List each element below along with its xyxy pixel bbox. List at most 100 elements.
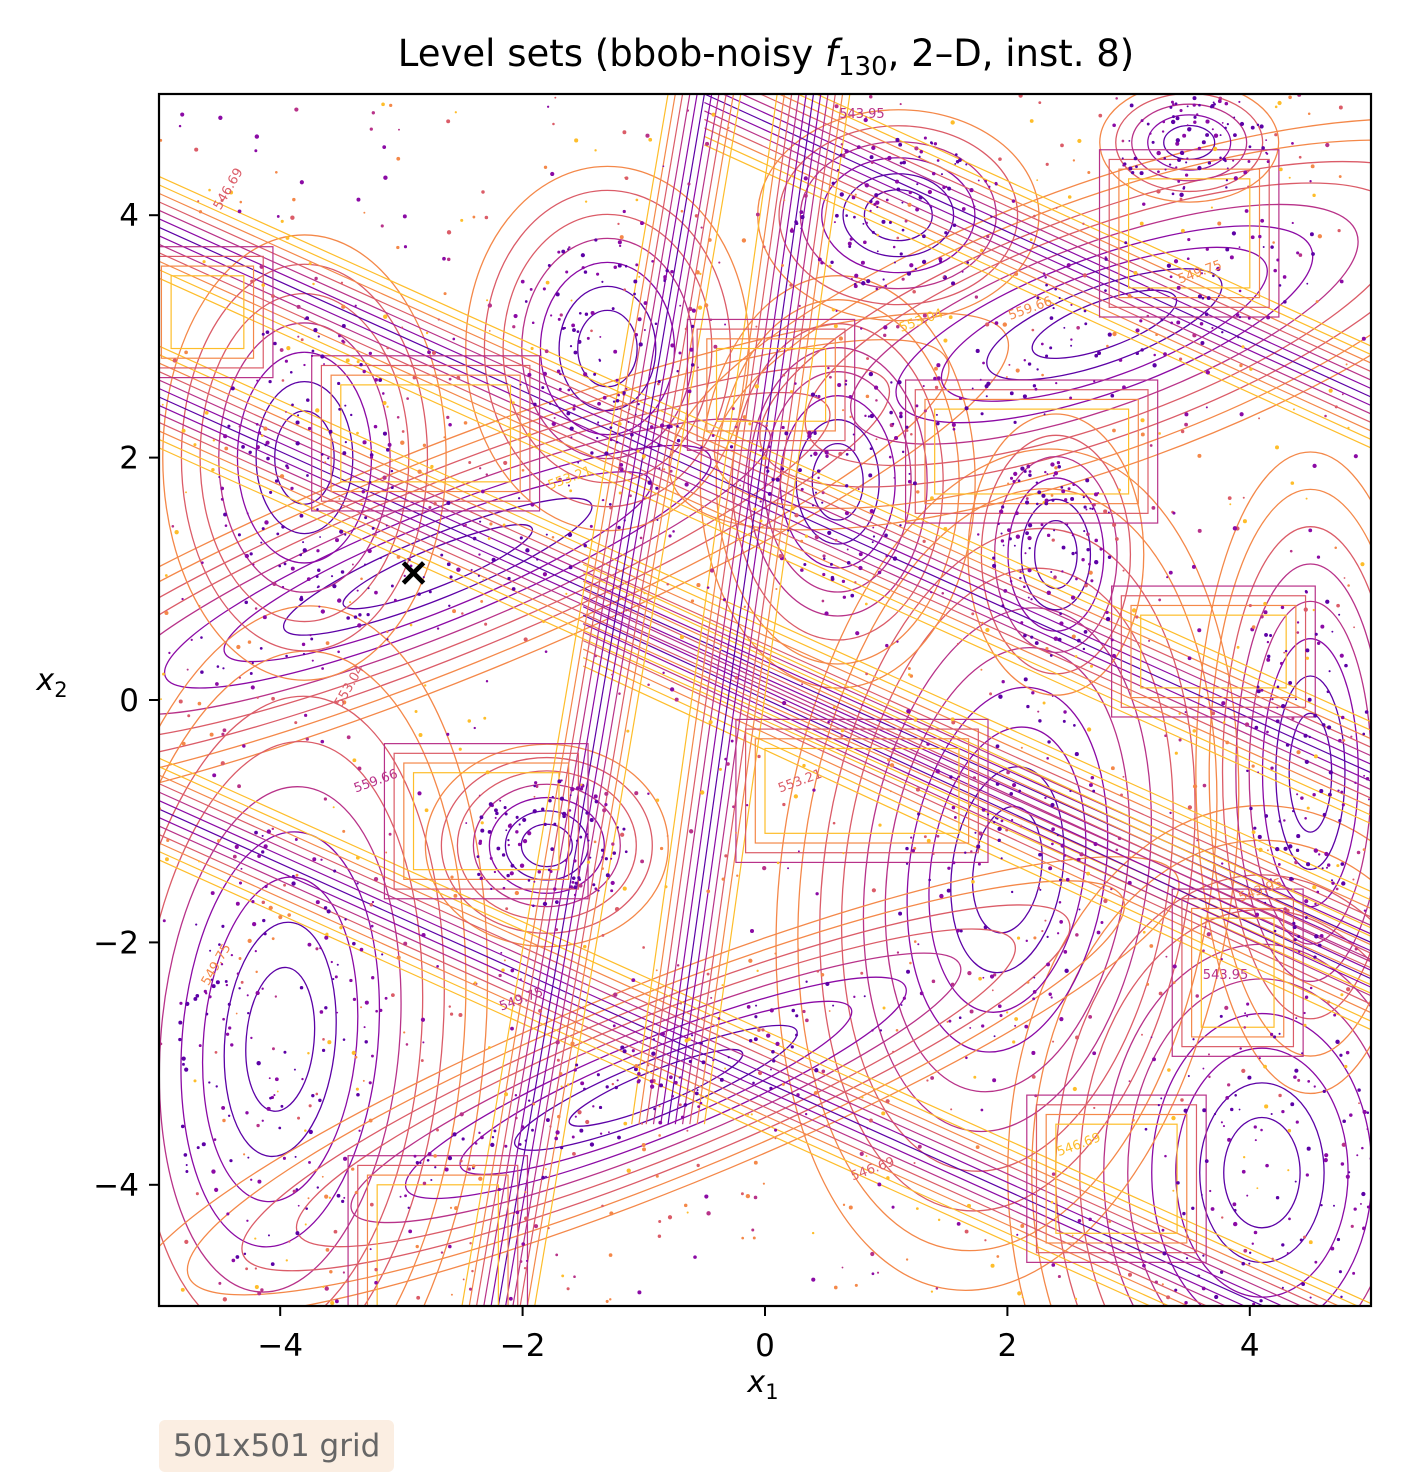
noise-dot bbox=[201, 561, 204, 565]
noise-dot bbox=[225, 983, 229, 987]
valley-contour bbox=[159, 243, 1371, 791]
noise-dot bbox=[969, 188, 974, 193]
noise-dot bbox=[711, 112, 716, 117]
noise-dot bbox=[944, 231, 948, 235]
noise-dot bbox=[555, 1130, 560, 1135]
noise-dot bbox=[1031, 1074, 1036, 1079]
noise-dot bbox=[1305, 1173, 1309, 1177]
noise-dot bbox=[732, 805, 735, 809]
ridge-contour bbox=[512, 94, 720, 1306]
noise-dot bbox=[363, 1026, 366, 1029]
noise-dot bbox=[168, 651, 171, 655]
noise-dot bbox=[307, 426, 312, 431]
noise-dot bbox=[507, 843, 510, 847]
noise-dot bbox=[635, 198, 639, 202]
contour-ring bbox=[163, 444, 712, 689]
noise-dot bbox=[950, 120, 955, 125]
noise-dot bbox=[271, 294, 275, 298]
noise-dot bbox=[1053, 529, 1056, 532]
noise-dot bbox=[939, 893, 944, 899]
noise-dot bbox=[569, 489, 573, 493]
noise-dot bbox=[1175, 141, 1180, 146]
noise-dot bbox=[634, 333, 639, 337]
noise-dot bbox=[544, 1168, 547, 1170]
noise-dot bbox=[255, 970, 258, 974]
noise-dot bbox=[1160, 318, 1164, 322]
noise-dot bbox=[997, 826, 1002, 832]
noise-dot bbox=[825, 454, 829, 458]
noise-dot bbox=[1266, 730, 1269, 734]
noise-dot bbox=[775, 1041, 780, 1046]
noise-dot bbox=[923, 835, 927, 839]
noise-dot bbox=[907, 202, 912, 207]
noise-dot bbox=[1312, 463, 1317, 469]
noise-dot bbox=[386, 630, 389, 634]
noise-dot bbox=[1274, 105, 1278, 109]
contour-level-label: 543.95 bbox=[839, 107, 885, 122]
noise-dot bbox=[604, 857, 608, 861]
noise-dot bbox=[1084, 583, 1088, 588]
noise-dot bbox=[382, 392, 385, 395]
noise-dot bbox=[341, 1199, 345, 1203]
noise-dot bbox=[1083, 630, 1088, 634]
noise-dot bbox=[1319, 789, 1324, 794]
noise-dot bbox=[838, 336, 844, 341]
noise-dot bbox=[543, 165, 548, 169]
noise-dot bbox=[1296, 621, 1300, 624]
noise-dot bbox=[845, 453, 849, 456]
noise-dot bbox=[403, 574, 406, 577]
noise-dot bbox=[319, 1010, 324, 1014]
noise-dot bbox=[458, 1013, 463, 1017]
noise-dot bbox=[1278, 167, 1283, 172]
noise-dot bbox=[807, 433, 812, 439]
noise-dot bbox=[1030, 635, 1034, 639]
noise-dot bbox=[477, 872, 481, 877]
noise-dot bbox=[942, 185, 946, 190]
noise-dot bbox=[1151, 140, 1155, 144]
noise-dot bbox=[745, 804, 749, 807]
noise-dot bbox=[794, 220, 798, 224]
noise-dot bbox=[223, 434, 228, 439]
noise-dot bbox=[1296, 793, 1299, 796]
noise-dot bbox=[542, 287, 546, 291]
noise-dot bbox=[566, 1287, 570, 1291]
valley-contour bbox=[704, 144, 1371, 449]
noise-dot bbox=[985, 627, 990, 633]
noise-dot bbox=[390, 469, 394, 473]
noise-dot bbox=[1221, 701, 1226, 706]
noise-dot bbox=[813, 451, 818, 456]
noise-dot bbox=[533, 1224, 539, 1229]
noise-dot bbox=[1241, 1068, 1246, 1073]
noise-dot bbox=[1037, 886, 1041, 890]
noise-dot bbox=[812, 788, 816, 792]
noise-dot bbox=[414, 710, 418, 714]
noise-dot bbox=[383, 314, 388, 319]
noise-dot bbox=[1328, 670, 1331, 673]
noise-dot bbox=[354, 1190, 358, 1195]
noise-dot bbox=[1295, 848, 1300, 853]
noise-dot bbox=[667, 1215, 673, 1220]
noise-dot bbox=[164, 857, 169, 862]
noise-dot bbox=[356, 360, 360, 364]
noise-dot bbox=[1146, 982, 1150, 986]
noise-dot bbox=[601, 1204, 604, 1208]
noise-dot bbox=[1260, 1128, 1263, 1132]
noise-dot bbox=[476, 855, 480, 859]
noise-dot bbox=[1034, 1094, 1038, 1098]
noise-dot bbox=[295, 1231, 300, 1236]
noise-dot bbox=[757, 1070, 763, 1076]
noise-dot bbox=[1082, 273, 1087, 278]
noise-dot bbox=[308, 1129, 313, 1135]
noise-dot bbox=[800, 215, 805, 220]
noise-dot bbox=[1060, 843, 1065, 848]
noise-dot bbox=[1317, 234, 1323, 239]
noise-dot bbox=[642, 946, 645, 949]
noise-dot bbox=[254, 950, 257, 953]
noise-dot bbox=[1362, 848, 1366, 851]
noise-dot bbox=[1226, 167, 1229, 170]
noise-dot bbox=[1000, 532, 1003, 535]
noise-dot bbox=[327, 1040, 332, 1045]
noise-dot bbox=[364, 1000, 369, 1005]
noise-dot bbox=[1093, 492, 1099, 497]
noise-dot bbox=[1056, 932, 1060, 935]
